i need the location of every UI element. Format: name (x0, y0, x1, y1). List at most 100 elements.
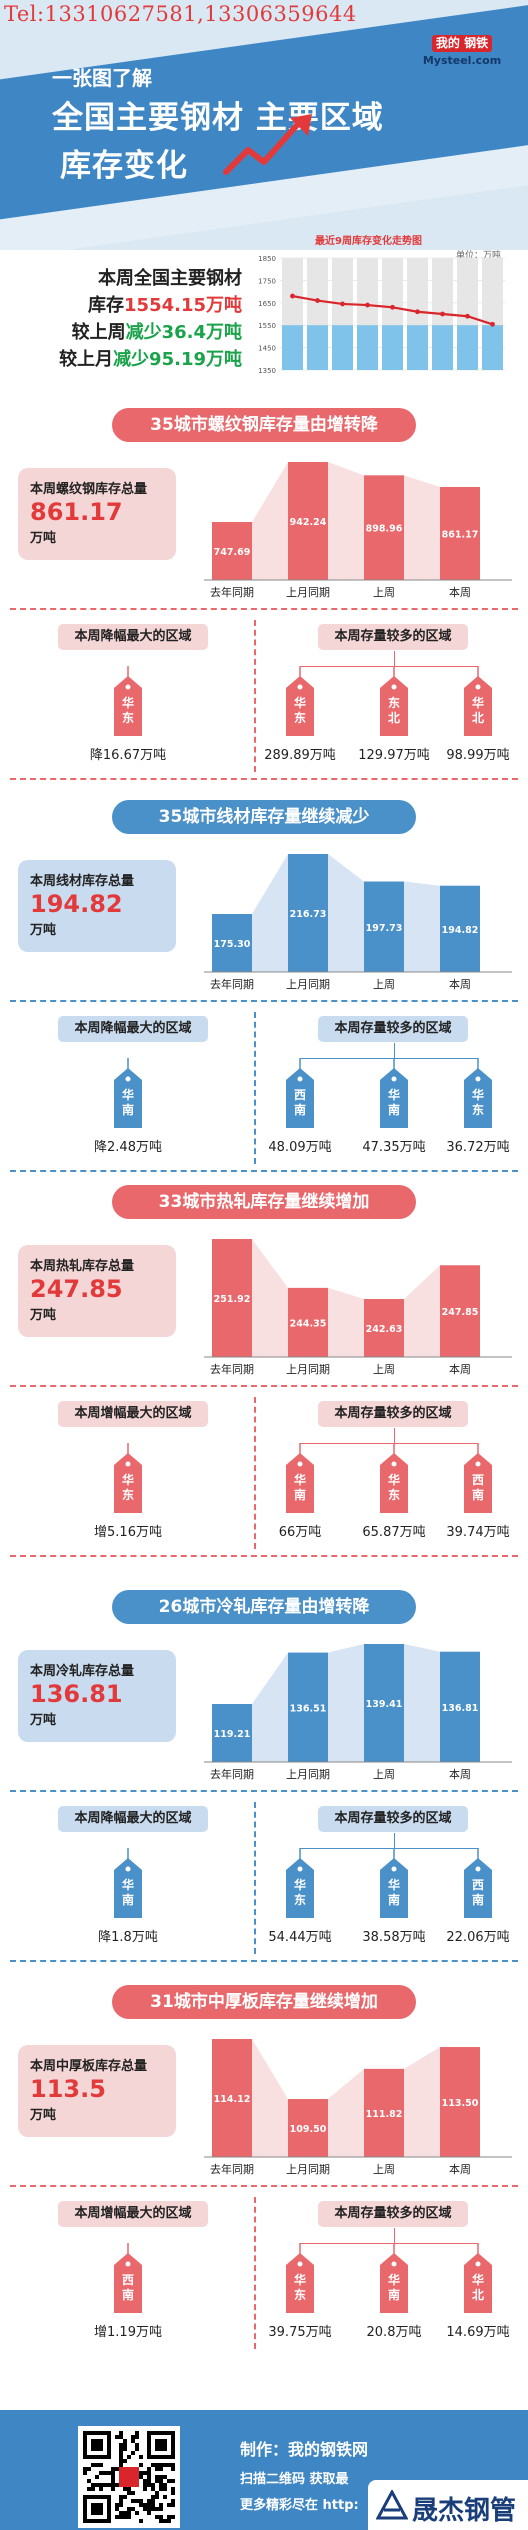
bar-category-label: 去年同期 (210, 2162, 254, 2176)
header-title-line1: 全国主要钢材 主要区域 (52, 100, 384, 136)
region-tag: 华 南 (379, 1848, 409, 1920)
section-bar-chart: 119.21 去年同期 136.51 上月同期 139.41 上周 136.81 本周 (204, 1644, 512, 1781)
qr-code-icon (83, 2431, 175, 2523)
weekly-summary: 本周全国主要钢材 库存1554.15万吨 较上周减少36.4万吨 较上月减少95… (30, 265, 242, 373)
region-name: 华 东 (293, 696, 306, 725)
right-region-value: 36.72万吨 (446, 1140, 510, 1155)
bar-value-label: 251.92 (214, 1294, 251, 1305)
qr-code (78, 2426, 180, 2528)
footer-more-text: 更多精彩尽在 http: (240, 2498, 359, 2513)
region-name: 华 北 (471, 696, 484, 725)
bar-value-label: 109.50 (290, 2124, 327, 2135)
mini-bar (382, 325, 403, 370)
mini-y-tick-label: 1350 (258, 367, 276, 375)
right-region-value: 48.09万吨 (268, 1140, 332, 1155)
region-tag: 华 东 (285, 2243, 315, 2315)
bar-category-label: 本周 (449, 1767, 471, 1781)
total-label: 本周螺纹钢库存总量 (30, 482, 148, 497)
region-connector-stem (394, 1833, 395, 1848)
price-tag-icon (286, 1848, 314, 1918)
region-name: 西 南 (471, 1473, 484, 1502)
trend-arrow-icon (223, 114, 312, 175)
section-banner: 33城市热轧库存量继续增加 (112, 1185, 416, 1219)
right-region-heading: 本周存量较多的区域 (318, 2201, 468, 2227)
right-region-value: 20.8万吨 (366, 2325, 422, 2340)
price-tag-icon (286, 1058, 314, 1128)
stock-bar (288, 1652, 328, 1762)
mini-bar (457, 325, 478, 370)
region-tag: 华 南 (113, 1848, 143, 1920)
bar-value-label: 247.85 (442, 1307, 479, 1318)
mini-bar (332, 325, 353, 370)
price-tag-icon (464, 1058, 492, 1128)
section-divider (10, 1790, 518, 1792)
bar-value-label: 942.24 (290, 517, 327, 528)
section-bar-chart: 175.30 去年同期 216.73 上月同期 197.73 上周 194.82 本周 (204, 854, 512, 991)
mini-y-tick-label: 1650 (258, 300, 276, 308)
region-name: 华 东 (471, 1088, 484, 1117)
price-tag-icon (114, 1443, 142, 1513)
bar-category-label: 上月同期 (286, 586, 330, 599)
mini-y-tick-label: 1750 (258, 277, 276, 285)
region-name: 华 南 (387, 1878, 400, 1907)
stock-bar (364, 475, 404, 580)
left-region-value: 增1.19万吨 (94, 2325, 162, 2340)
header-subtitle: 一张图了解 (52, 66, 152, 90)
bar-area-background (212, 854, 480, 972)
section-divider (10, 2185, 518, 2187)
region-connector-line (300, 666, 478, 667)
price-tag-icon (286, 666, 314, 736)
bar-category-label: 去年同期 (210, 1362, 254, 1376)
mini-trend-point (390, 304, 395, 310)
section-vertical-divider (254, 1802, 256, 1954)
region-tag: 东 北 (379, 666, 409, 738)
bar-area-background (212, 1239, 480, 1357)
right-region-value: 98.99万吨 (446, 748, 510, 763)
total-stock-box: 本周热轧库存总量 247.85 万吨 (18, 1245, 176, 1337)
section-bottom-divider (10, 1555, 518, 1557)
summary-line4: 较上月减少95.19万吨 (30, 346, 242, 373)
region-name: 华 南 (293, 1473, 306, 1502)
mini-bar (407, 325, 428, 370)
stock-bar (288, 854, 328, 972)
right-region-value: 39.74万吨 (446, 1525, 510, 1540)
mini-y-tick-label: 1850 (258, 255, 276, 263)
section-banner: 35城市螺纹钢库存量由增转降 (112, 408, 416, 442)
stock-bar (212, 914, 252, 972)
stock-bar (288, 2099, 328, 2157)
section-bar-chart: 251.92 去年同期 244.35 上月同期 242.63 上周 247.85 本周 (204, 1239, 512, 1376)
bar-value-label: 216.73 (290, 909, 327, 920)
stock-bar (364, 1644, 404, 1762)
phone-number: Tel:13310627581,13306359644 (4, 2, 357, 26)
bar-area-background (212, 2039, 480, 2157)
mini-y-tick-label: 1550 (258, 322, 276, 330)
header: Tel:13310627581,13306359644 我的 钢铁 Mystee… (0, 0, 528, 250)
bar-category-label: 上周 (373, 1363, 395, 1376)
region-name: 西 南 (471, 1878, 484, 1907)
stock-bar (364, 881, 404, 972)
total-unit: 万吨 (30, 1308, 57, 1323)
footer-producer: 制作：我的钢铁网 (240, 2440, 369, 2459)
stock-bar (364, 1299, 404, 1357)
footer-scan-text: 扫描二维码 获取最 (240, 2472, 349, 2487)
mini-trend-point (340, 301, 345, 307)
bar-value-label: 136.51 (290, 1703, 327, 1714)
right-region-value: 65.87万吨 (362, 1525, 426, 1540)
total-stock-box: 本周冷轧库存总量 136.81 万吨 (18, 1650, 176, 1742)
total-unit: 万吨 (30, 923, 57, 938)
section-bottom-divider (10, 778, 518, 780)
total-label: 本周中厚板库存总量 (30, 2059, 148, 2074)
region-connector-stem (394, 651, 395, 666)
brand-badge: 晟杰钢管 (368, 2480, 528, 2530)
header-title-line2: 库存变化 (60, 148, 188, 184)
bar-value-label: 194.82 (442, 925, 479, 936)
stock-bar (440, 1265, 480, 1357)
region-tag: 西 南 (463, 1848, 493, 1920)
stock-bar (288, 1287, 328, 1357)
region-tag: 华 北 (463, 666, 493, 738)
mini-trend-point (490, 321, 495, 327)
section-banner: 35城市线材库存量继续减少 (112, 800, 416, 834)
left-region-value: 降2.48万吨 (94, 1140, 162, 1155)
brand-logo-icon (376, 2490, 408, 2520)
left-region-heading: 本周降幅最大的区域 (58, 1016, 208, 1042)
